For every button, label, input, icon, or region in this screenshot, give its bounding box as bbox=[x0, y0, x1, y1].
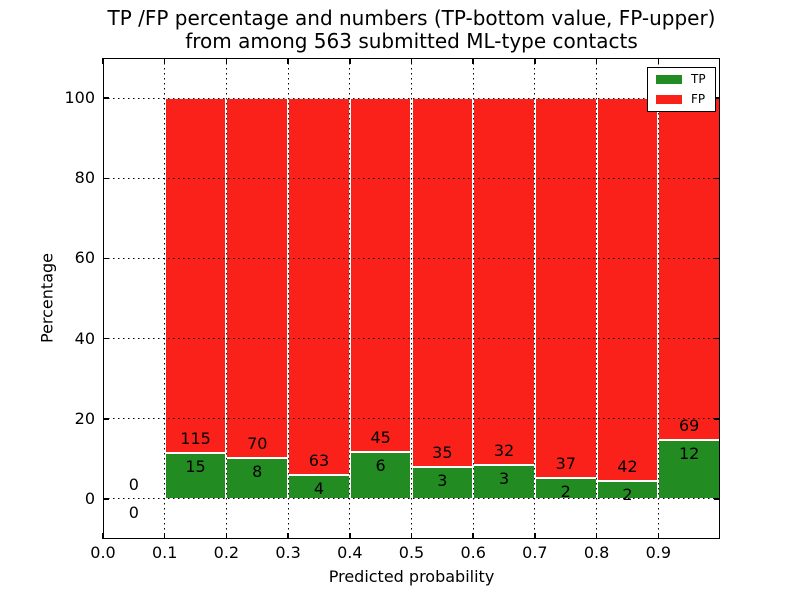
y-tick-label: 20 bbox=[74, 408, 95, 428]
legend-label-fp: FP bbox=[691, 92, 706, 106]
bar-segment-tp bbox=[473, 464, 535, 499]
x-tick-label: 0.1 bbox=[151, 543, 178, 562]
y-tickmark-left bbox=[103, 177, 109, 179]
legend-swatch-tp bbox=[656, 75, 682, 84]
gridline-vertical bbox=[657, 58, 659, 539]
fp-count-label: 37 bbox=[555, 454, 576, 474]
tp-count-label: 15 bbox=[185, 456, 206, 476]
y-tick-label: 80 bbox=[74, 168, 95, 188]
bar-segment-fp bbox=[473, 98, 535, 465]
y-tick-label: 60 bbox=[74, 248, 95, 268]
y-tickmark-left bbox=[103, 337, 109, 340]
plot-area: 0 0 115 15 70 8 63 4 45 6 35 3 32 3 37 2 42 2 69 12 0.0 0.1 0.… bbox=[64, 58, 720, 562]
y-tickmark-left bbox=[103, 418, 109, 420]
y-tickmark-left bbox=[103, 257, 109, 260]
fp-count-label: 115 bbox=[180, 428, 211, 448]
x-tick-label: 0.2 bbox=[213, 543, 240, 562]
chart-title: TP /FP percentage and numbers (TP-bottom… bbox=[103, 7, 720, 53]
y-tickmark-left bbox=[103, 97, 109, 99]
x-tickmark-bottom bbox=[595, 533, 598, 539]
chart-title-line1: TP /FP percentage and numbers (TP-bottom… bbox=[107, 6, 716, 30]
x-tick-label: 0.5 bbox=[398, 543, 425, 562]
x-tick-label: 0.0 bbox=[90, 543, 116, 562]
x-tickmark-top bbox=[534, 58, 536, 64]
tp-count-label: 0 bbox=[128, 502, 139, 522]
tp-count-label: 2 bbox=[622, 484, 633, 504]
tp-count-label: 3 bbox=[437, 471, 448, 491]
tp-count-label: 3 bbox=[498, 468, 510, 488]
x-tick-label: 0.6 bbox=[460, 543, 486, 562]
y-tickmark-right bbox=[714, 337, 720, 340]
tp-count-label: 6 bbox=[375, 455, 386, 475]
fp-count-label: 0 bbox=[128, 474, 139, 494]
tp-count-label: 12 bbox=[678, 443, 700, 463]
legend: TP FP bbox=[647, 67, 716, 112]
x-tickmark-bottom bbox=[472, 533, 474, 539]
fp-count-label: 63 bbox=[308, 450, 330, 470]
bar-segment-fp bbox=[164, 98, 227, 453]
x-tickmark-top bbox=[595, 58, 598, 64]
bar-segment-fp bbox=[226, 98, 289, 458]
bar-segment-fp bbox=[288, 98, 350, 475]
x-tick-label: 0.9 bbox=[645, 543, 672, 562]
fp-count-label: 70 bbox=[247, 433, 268, 453]
x-tickmark-bottom bbox=[225, 533, 228, 539]
chart-title-line2: from among 563 submitted ML-type contact… bbox=[185, 29, 638, 53]
y-tickmark-right bbox=[714, 498, 720, 500]
y-tickmark-right bbox=[714, 257, 720, 260]
y-tickmark-right bbox=[714, 97, 720, 99]
y-tickmark-left bbox=[103, 498, 109, 500]
plot-border bbox=[103, 58, 720, 539]
x-tickmark-top bbox=[472, 58, 474, 64]
x-tick-label: 0.3 bbox=[275, 543, 301, 562]
bar-segment-fp bbox=[534, 98, 597, 479]
bar-segment-tp bbox=[349, 451, 412, 499]
fp-count-label: 35 bbox=[432, 443, 453, 463]
legend-label-tp: TP bbox=[691, 72, 706, 86]
x-axis-label: Predicted probability bbox=[328, 567, 495, 586]
fp-count-label: 42 bbox=[617, 456, 638, 476]
y-tickmark-right bbox=[714, 418, 720, 420]
fp-count-label: 69 bbox=[678, 415, 700, 435]
gridline-vertical bbox=[225, 58, 227, 539]
x-tickmark-top bbox=[349, 58, 351, 64]
gridline-vertical bbox=[349, 58, 351, 539]
x-tickmark-top bbox=[225, 58, 228, 64]
gridline-vertical bbox=[596, 58, 598, 539]
x-tickmark-bottom bbox=[349, 533, 351, 539]
y-tick-label: 0 bbox=[84, 488, 95, 508]
y-tick-label: 100 bbox=[64, 88, 95, 108]
tp-count-label: 2 bbox=[560, 482, 571, 502]
gridline-vertical bbox=[287, 58, 289, 539]
x-tickmark-top bbox=[163, 58, 166, 64]
fp-count-label: 45 bbox=[370, 427, 391, 447]
tp-count-label: 8 bbox=[252, 461, 263, 481]
x-tickmark-bottom bbox=[287, 533, 289, 539]
fp-count-label: 32 bbox=[493, 440, 515, 460]
x-tickmark-top bbox=[287, 58, 289, 64]
legend-row-tp: TP bbox=[656, 73, 706, 86]
gridline-vertical bbox=[472, 58, 474, 539]
bar-segment-tp bbox=[411, 467, 474, 499]
gridline-vertical bbox=[534, 58, 536, 539]
gridline-vertical bbox=[164, 58, 166, 539]
bar-segment-tp bbox=[164, 452, 227, 499]
x-tick-label: 0.8 bbox=[583, 543, 610, 562]
gridline-vertical bbox=[411, 58, 412, 539]
legend-swatch-fp bbox=[656, 95, 682, 104]
x-tickmark-bottom bbox=[534, 533, 536, 539]
x-tick-label: 0.7 bbox=[522, 543, 548, 562]
bar-segment-fp bbox=[596, 98, 659, 481]
x-tick-label: 0.4 bbox=[337, 543, 363, 562]
legend-row-fp: FP bbox=[656, 93, 706, 106]
x-tickmark-bottom bbox=[410, 533, 413, 539]
y-tick-label: 40 bbox=[74, 328, 95, 348]
x-tickmark-top bbox=[657, 58, 660, 64]
x-tickmark-bottom bbox=[163, 533, 166, 539]
x-tickmark-bottom bbox=[657, 533, 660, 539]
y-tickmark-right bbox=[714, 177, 720, 179]
tp-count-label: 4 bbox=[313, 478, 325, 498]
x-tickmark-top bbox=[410, 58, 413, 64]
